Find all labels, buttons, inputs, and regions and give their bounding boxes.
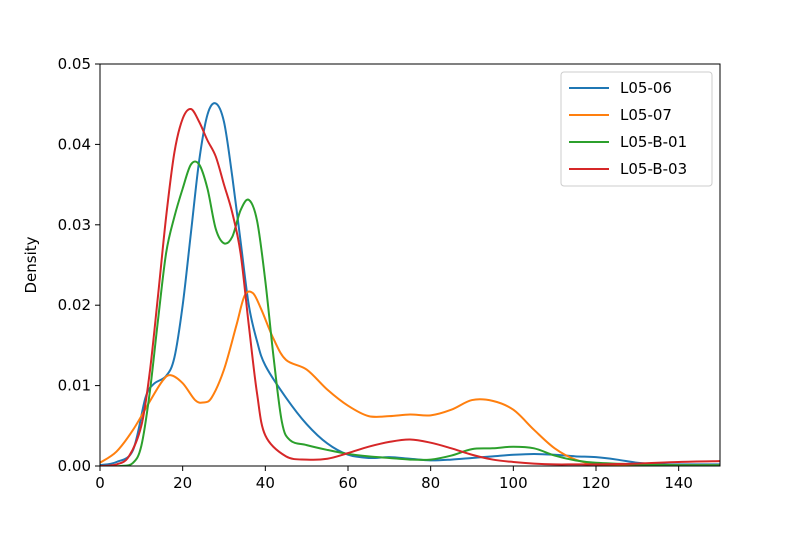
- series-line-l05-b-03: [100, 107, 720, 466]
- series-line-l05-b-01: [100, 160, 720, 466]
- x-axis: 0 20 40 60 80 100 120 140: [95, 466, 693, 492]
- y-tick-label: 0.00: [58, 457, 91, 475]
- y-tick-label: 0.05: [58, 55, 91, 73]
- x-tick-label: 60: [338, 474, 357, 492]
- legend[interactable]: L05-06 L05-07 L05-B-01 L05-B-03: [560, 71, 713, 187]
- legend-label-l05-07: L05-07: [620, 106, 672, 124]
- x-tick-label: 0: [95, 474, 105, 492]
- y-tick-label: 0.04: [58, 135, 91, 153]
- y-tick-label: 0.03: [58, 216, 91, 234]
- y-tick-label: 0.01: [58, 377, 91, 395]
- x-tick-label: 80: [421, 474, 440, 492]
- legend-box: [560, 71, 713, 187]
- y-axis-label: Density: [22, 236, 40, 293]
- x-tick-label: 140: [664, 474, 693, 492]
- plot-area: 0 20 40 60 80 100 120 140 0.000.010.020.030.040…: [22, 55, 721, 492]
- series-line-l05-07: [100, 290, 720, 466]
- legend-label-l05-b-01: L05-B-01: [620, 133, 687, 151]
- x-tick-label: 20: [173, 474, 192, 492]
- series-line-l05-06: [100, 102, 720, 466]
- legend-label-l05-b-03: L05-B-03: [620, 160, 687, 178]
- x-tick-label: 100: [499, 474, 528, 492]
- plot-frame: [99, 63, 721, 467]
- y-tick-label: 0.02: [58, 296, 91, 314]
- y-axis: 0.00 0.01 0.02 0.03 0.04 0.05: [58, 55, 100, 475]
- x-tick-label: 40: [256, 474, 275, 492]
- legend-label-l05-06: L05-06: [620, 79, 672, 97]
- x-tick-label: 120: [582, 474, 611, 492]
- series-layer: [100, 102, 720, 466]
